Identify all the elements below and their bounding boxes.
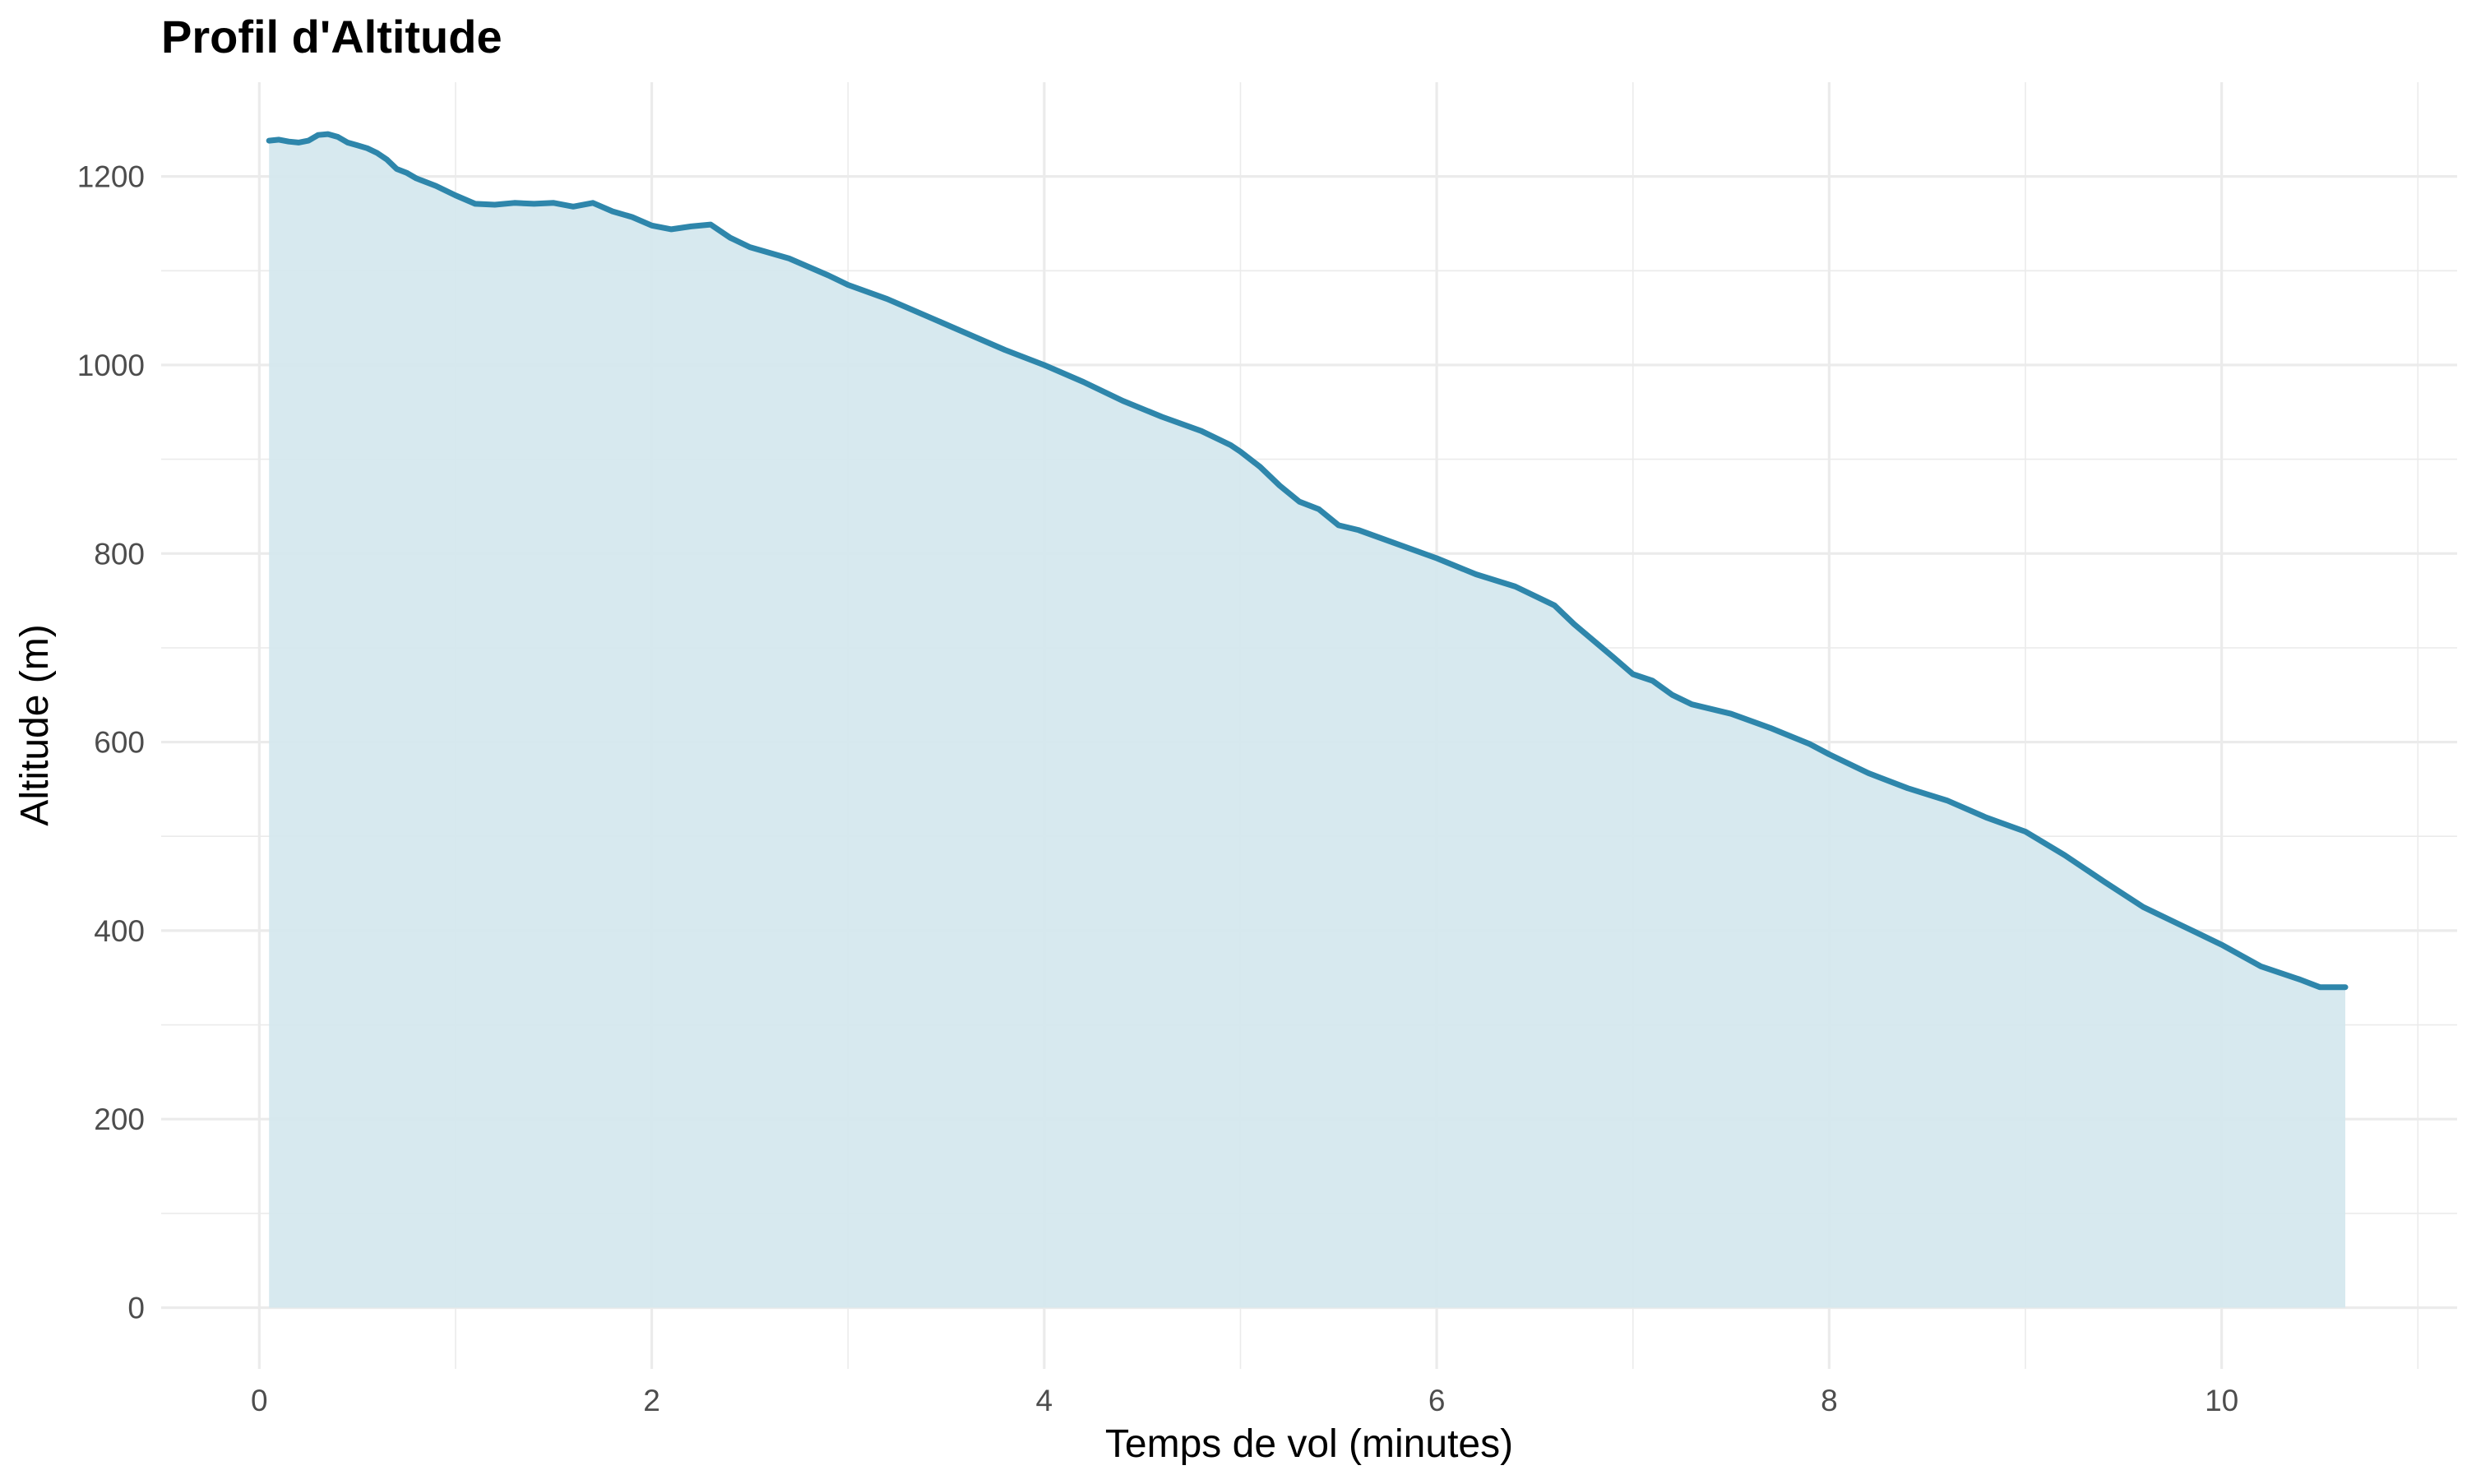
y-tick-label: 1000: [77, 349, 145, 382]
x-axis-title: Temps de vol (minutes): [1105, 1422, 1513, 1466]
plot-area: [266, 131, 2349, 1308]
y-tick-label: 0: [127, 1291, 145, 1325]
chart-title: Profil d'Altitude: [161, 11, 502, 62]
y-tick-label: 200: [94, 1103, 145, 1136]
y-tick-label: 400: [94, 914, 145, 948]
altitude-area-fill: [269, 134, 2346, 1308]
y-tick-label: 800: [94, 537, 145, 571]
y-tick-label: 1200: [77, 160, 145, 194]
x-tick-label: 0: [251, 1384, 268, 1417]
axis-tick-labels: 0 2 4 6 8 10 0 200 400 600 800 1000 1200: [77, 160, 2239, 1417]
y-tick-label: 600: [94, 726, 145, 760]
x-tick-label: 6: [1428, 1384, 1446, 1417]
x-tick-label: 8: [1821, 1384, 1838, 1417]
x-tick-label: 4: [1036, 1384, 1053, 1417]
x-tick-label: 10: [2205, 1384, 2238, 1417]
x-tick-label: 2: [643, 1384, 660, 1417]
altitude-line: [266, 131, 2349, 991]
y-axis-title: Altitude (m): [13, 624, 57, 825]
